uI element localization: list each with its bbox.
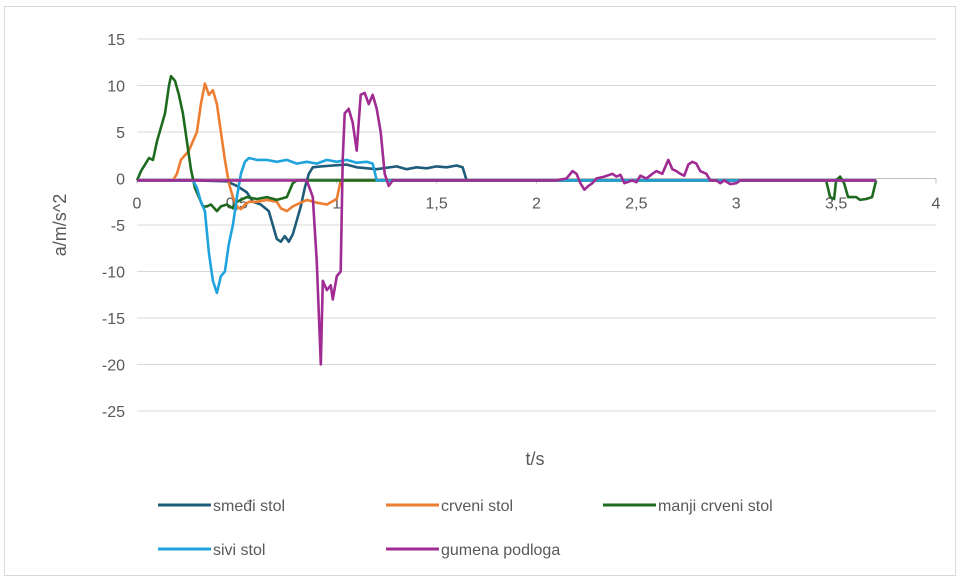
series-line-3: [135, 74, 878, 213]
series-line-4: [137, 156, 877, 295]
grid-lines: [137, 38, 936, 412]
x-axis-label: t/s: [525, 449, 544, 469]
chart-frame: [4, 6, 956, 576]
legend-label: gumena podloga: [441, 542, 560, 559]
series-line-1: [137, 163, 877, 243]
y-tick-label: -25: [102, 404, 125, 421]
x-tick-label: 0: [133, 196, 142, 213]
y-tick-label: 5: [116, 125, 125, 142]
y-tick-label: -5: [111, 218, 125, 235]
x-tick-label: 4: [932, 196, 941, 213]
x-tick-label: 2: [532, 196, 541, 213]
x-tick-label: 1,5: [426, 196, 448, 213]
x-tick-label: 3: [732, 196, 741, 213]
x-tick-label: 1: [332, 196, 341, 213]
x-axis-ticks: 0 0,5 1 1,5 2 2,5 3 3,5 4: [133, 178, 941, 213]
y-axis-label: a/m/s^2: [50, 194, 70, 256]
y-tick-label: 10: [107, 79, 125, 96]
y-tick-label: -15: [102, 311, 125, 328]
legend-label: smeđi stol: [213, 498, 285, 515]
legend-label: sivi stol: [213, 542, 265, 559]
x-tick-label: 3,5: [825, 196, 847, 213]
legend-label: crveni stol: [441, 498, 513, 515]
y-tick-label: 15: [107, 32, 125, 49]
x-tick-label: 2,5: [625, 196, 647, 213]
y-tick-label: 0: [116, 172, 125, 189]
legend-label: manji crveni stol: [658, 498, 773, 515]
plot-area: [135, 74, 878, 366]
y-tick-label: -10: [102, 265, 125, 282]
legend: smeđi stol crveni stol manji crveni stol si…: [158, 498, 773, 559]
y-axis-ticks: 15 10 5 0 -5 -10 -15 -20 -25: [102, 32, 125, 421]
y-tick-label: -20: [102, 358, 125, 375]
series-line-5: [137, 91, 877, 366]
series-line-2: [137, 82, 877, 213]
